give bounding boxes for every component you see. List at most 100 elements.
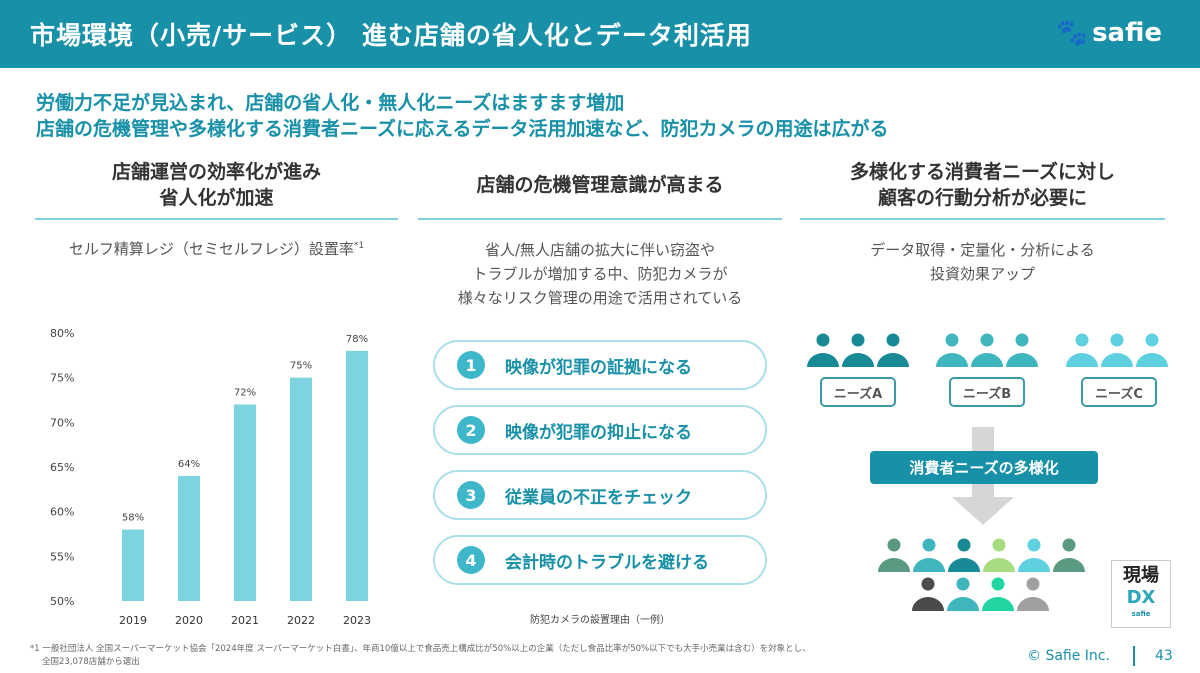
footnote-line: *1 一般社団法人 全国スーパーマーケット協会「2024年度 スーパーマーケット… [30, 644, 811, 654]
column-3-heading: 多様化する消費者ニーズに対し 顧客の行動分析が必要に [800, 157, 1165, 213]
badge-text: 現場 [1123, 565, 1159, 586]
footer-divider [1133, 646, 1135, 666]
y-tick-label: 65% [50, 461, 74, 474]
person-icon [1015, 333, 1029, 347]
heading-line: 顧客の行動分析が必要に [877, 187, 1087, 209]
heading-line: 店舗運営の効率化が進み [111, 161, 321, 183]
footnote-line: 全国23,078店舗から選出 [42, 657, 140, 667]
reasons-caption: 防犯カメラの設置理由（一例） [530, 615, 670, 626]
reason-label: 会計時のトラブルを避ける [505, 552, 709, 573]
person-icon [957, 538, 971, 552]
person-icon [948, 558, 980, 572]
data-label: 78% [346, 334, 368, 345]
note-mark: *1 [353, 241, 365, 251]
person-icon [1145, 333, 1159, 347]
person-icon [1026, 577, 1040, 591]
person-icon [851, 333, 865, 347]
heading-line: 店舗の危機管理意識が高まる [476, 174, 724, 196]
divider [800, 218, 1165, 220]
reason-label: 映像が犯罪の証拠になる [505, 357, 692, 378]
person-icon [982, 597, 1014, 611]
person-icon [922, 538, 936, 552]
number-badge: 2 [457, 416, 485, 444]
person-icon [842, 353, 874, 367]
person-icon [1018, 558, 1050, 572]
bar [178, 475, 200, 601]
person-icon [991, 577, 1005, 591]
text-line: 様々なリスク管理の用途で活用されている [457, 289, 743, 307]
x-tick-label: 2020 [175, 614, 203, 627]
person-icon [1066, 353, 1098, 367]
header-bar: 市場環境（小売/サービス） 進む店舗の省人化とデータ利活用 🐾 safie [0, 0, 1200, 68]
number-badge: 4 [457, 546, 485, 574]
badge-text: safie [1131, 610, 1151, 618]
x-tick-label: 2023 [343, 614, 371, 627]
badge-text: DX [1126, 587, 1156, 608]
person-icon [807, 353, 839, 367]
number-badge: 3 [457, 481, 485, 509]
data-label: 75% [290, 361, 312, 372]
person-icon [1101, 353, 1133, 367]
subtitle-text: セルフ精算レジ（セミセルフレジ）設置率 [68, 240, 354, 258]
bar [122, 529, 144, 601]
reason-item: 2 映像が犯罪の抑止になる [433, 405, 767, 455]
text-line: 投資効果アップ [929, 265, 1035, 283]
person-icon [956, 577, 970, 591]
person-icon [992, 538, 1006, 552]
data-label: 72% [234, 387, 256, 398]
x-tick-label: 2021 [231, 614, 259, 627]
need-c-label: ニーズC [1081, 377, 1157, 407]
person-icon [1027, 538, 1041, 552]
lead-line-2: 店舗の危機管理や多様化する消費者ニーズに応えるデータ活用加速など、防犯カメラの用… [36, 118, 889, 140]
page-number: 43 [1155, 648, 1173, 664]
person-icon [912, 597, 944, 611]
reason-item: 3 従業員の不正をチェック [433, 470, 767, 520]
chart-subtitle: セルフ精算レジ（セミセルフレジ）設置率*1 [35, 234, 398, 261]
diversification-banner: 消費者ニーズの多様化 [870, 451, 1098, 484]
x-tick-label: 2022 [287, 614, 315, 627]
person-icon [1006, 353, 1038, 367]
bar [234, 404, 256, 601]
person-icon [913, 558, 945, 572]
x-tick-label: 2019 [119, 614, 147, 627]
y-tick-label: 55% [50, 550, 74, 563]
divider [418, 218, 782, 220]
person-icon [983, 558, 1015, 572]
footnote: *1 一般社団法人 全国スーパーマーケット協会「2024年度 スーパーマーケット… [30, 643, 811, 669]
data-label: 58% [122, 513, 144, 524]
bar [346, 350, 368, 601]
cat-icon: 🐾 [1055, 18, 1089, 48]
person-icon [878, 558, 910, 572]
reason-label: 映像が犯罪の抑止になる [505, 422, 692, 443]
person-icon [887, 538, 901, 552]
person-icon [945, 333, 959, 347]
person-icon [971, 353, 1003, 367]
bar [290, 377, 312, 601]
person-icon [886, 333, 900, 347]
person-icon [1110, 333, 1124, 347]
y-tick-label: 70% [50, 416, 74, 429]
person-icon [947, 597, 979, 611]
person-icon [1136, 353, 1168, 367]
safie-logo: 🐾 safie [1055, 18, 1162, 48]
person-icon [921, 577, 935, 591]
number-badge: 1 [457, 351, 485, 379]
divider [35, 218, 398, 220]
heading-line: 省人化が加速 [159, 187, 274, 209]
person-icon [877, 353, 909, 367]
person-icon [1053, 558, 1085, 572]
y-tick-label: 75% [50, 372, 74, 385]
text-line: データ取得・定量化・分析による [870, 241, 1095, 259]
text-line: 省人/無人店舗の拡大に伴い窃盗や [484, 241, 716, 259]
y-tick-label: 80% [50, 327, 74, 340]
people-illustration [807, 333, 1168, 611]
person-icon [1075, 333, 1089, 347]
text-line: トラブルが増加する中、防犯カメラが [472, 265, 728, 283]
lead-line-1: 労働力不足が見込まれ、店舗の省人化・無人化ニーズはますます増加 [36, 92, 625, 114]
person-icon [980, 333, 994, 347]
need-b-label: ニーズB [949, 377, 1025, 407]
heading-line: 多様化する消費者ニーズに対し [849, 161, 1116, 183]
y-tick-label: 60% [50, 506, 74, 519]
data-label: 64% [178, 459, 200, 470]
genba-dx-badge: 現場 DX safie [1111, 560, 1171, 628]
